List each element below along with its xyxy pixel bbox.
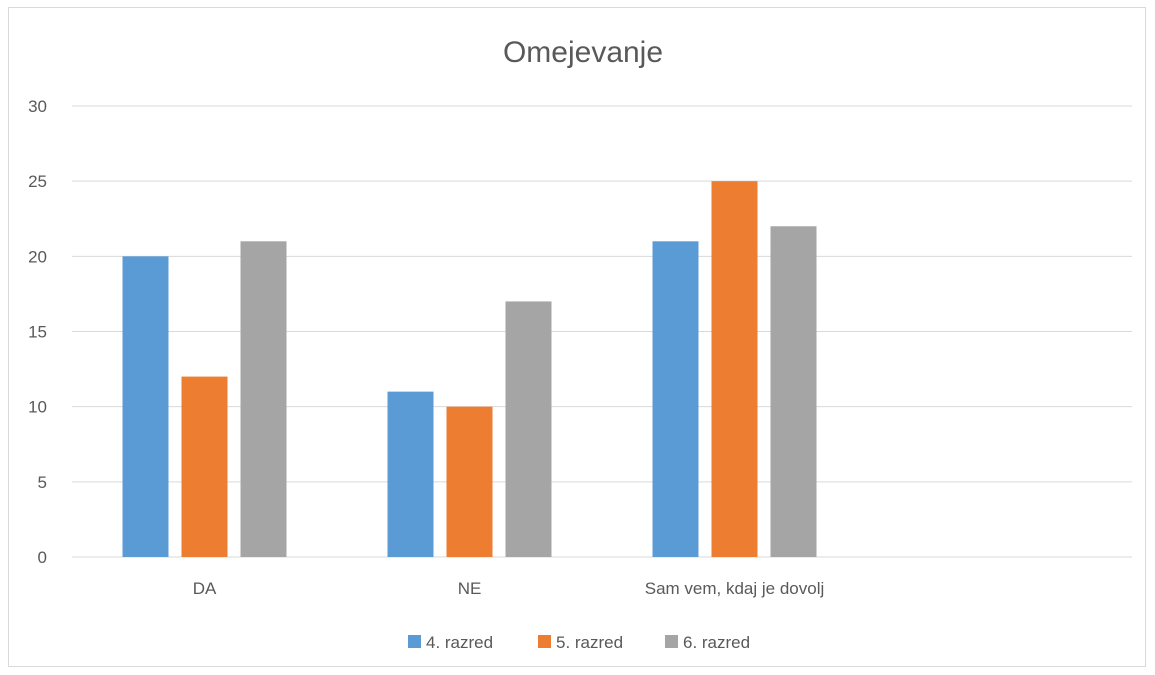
bar-5-razred: [181, 376, 228, 557]
bars: [122, 181, 817, 558]
x-tick-label: Sam vem, kdaj je dovolj: [645, 579, 825, 598]
bar-4-razred: [122, 256, 169, 557]
y-axis-ticks: 0 5 10 15 20 25 30: [28, 97, 47, 567]
bar-4-razred: [652, 241, 699, 558]
y-tick-label: 30: [28, 97, 47, 116]
y-tick-label: 25: [28, 172, 47, 191]
y-tick-label: 10: [28, 398, 47, 417]
x-axis-ticks: DA NE Sam vem, kdaj je dovolj: [193, 579, 825, 598]
y-tick-label: 20: [28, 247, 47, 266]
gridlines: [72, 105, 1132, 558]
y-tick-label: 5: [38, 473, 47, 492]
legend: 4. razred 5. razred 6. razred: [408, 633, 750, 652]
x-tick-label: DA: [193, 579, 217, 598]
legend-label: 5. razred: [556, 633, 623, 652]
legend-swatch: [665, 635, 678, 648]
y-tick-label: 15: [28, 323, 47, 342]
bar-6-razred: [240, 241, 287, 558]
bar-4-razred: [387, 391, 434, 557]
legend-label: 4. razred: [426, 633, 493, 652]
bar-5-razred: [711, 181, 758, 557]
bar-6-razred: [505, 301, 552, 557]
y-tick-label: 0: [38, 548, 47, 567]
legend-swatch: [408, 635, 421, 648]
bar-5-razred: [446, 406, 493, 557]
x-tick-label: NE: [458, 579, 482, 598]
chart-title: Omejevanje: [503, 36, 663, 69]
legend-label: 6. razred: [683, 633, 750, 652]
legend-swatch: [538, 635, 551, 648]
bar-6-razred: [770, 226, 817, 557]
